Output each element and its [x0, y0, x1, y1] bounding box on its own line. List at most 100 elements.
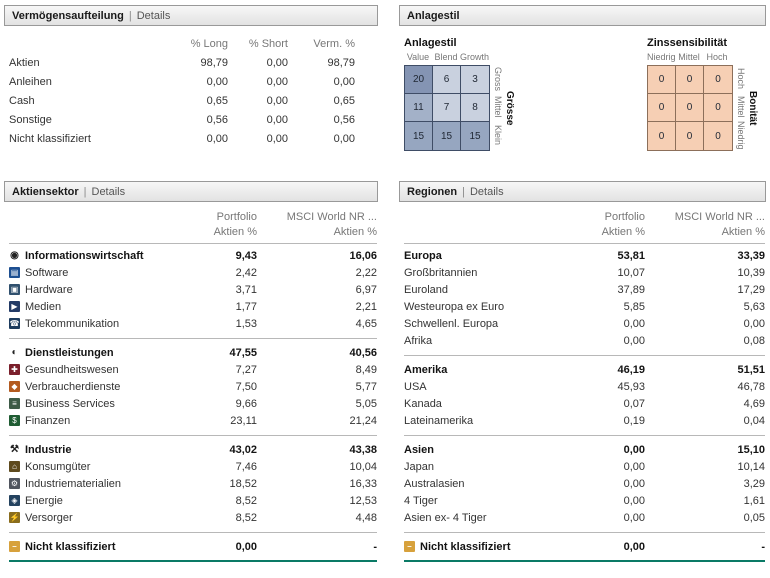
equity-sectors-panel: Aktiensektor | Details Portfolio MSCI Wor… [4, 181, 378, 562]
region-group-row: Asien 0,00 15,10 [404, 441, 765, 458]
sector-value: 7,46 [235, 460, 257, 473]
allocation-asset-label: Anleihen [9, 75, 52, 88]
sector-group-row: ⚒ Industrie 43,02 43,38 [9, 441, 377, 458]
style-box-cell: 3 [461, 66, 489, 94]
style-boxes-area: Anlagestil Value Blend Growth 20 6 3 11 7 8 15 15 15… [399, 26, 766, 151]
region-value: 0,00 [743, 317, 765, 330]
allocation-value: 0,00 [266, 94, 288, 107]
allocation-value: 0,00 [333, 75, 355, 88]
sector-row-label: Energie [25, 494, 63, 507]
sector-value: 2,22 [355, 266, 377, 279]
sector-column-header: Portfolio [216, 210, 257, 223]
equity-sectors-title: Aktiensektor [12, 185, 79, 198]
asset-allocation-table: % Long % Short Verm. % Aktien 98,79 0,00 98,79… [4, 26, 378, 148]
table-bottom-accent [404, 560, 765, 562]
region-row: 4 Tiger 0,00 1,61 [404, 492, 765, 509]
investment-style-title: Anlagestil [407, 9, 460, 22]
style-box-grid: 20 6 3 11 7 8 15 15 15 [404, 65, 490, 151]
style-box-cell: 0 [648, 94, 676, 122]
regions-details-link[interactable]: Details [469, 185, 504, 198]
style-box-body: 0 0 0 0 0 0 0 0 0 Hoch Mittel Niedrig Bonität [647, 65, 758, 151]
allocation-value: 98,79 [200, 56, 228, 69]
sector-row: ▤ Software 2,42 2,22 [9, 264, 377, 281]
asset-allocation-details-link[interactable]: Details [136, 9, 171, 22]
region-value: 37,89 [617, 283, 645, 296]
style-box-cell: 6 [433, 66, 461, 94]
region-value: 0,00 [623, 540, 645, 553]
allocation-column-header: % Long [190, 38, 228, 50]
style-box-row-labels: Hoch Mittel Niedrig [736, 65, 746, 151]
region-row-label: Großbritannien [404, 266, 478, 279]
region-value: 0,05 [743, 511, 765, 524]
allocation-row: Sonstige 0,56 0,00 0,56 [9, 110, 355, 129]
region-group-label: Nicht klassifiziert [420, 540, 511, 553]
region-subheader-row: Aktien % Aktien % [404, 224, 765, 239]
information-economy-sector-icon: ◉ [10, 250, 19, 261]
sector-row-label: Business Services [25, 397, 115, 410]
group-divider [9, 435, 377, 436]
region-value: 3,29 [743, 477, 765, 490]
sector-row-label: Versorger [25, 511, 73, 524]
sector-column-header: MSCI World NR ... [286, 210, 377, 223]
sector-row-label: Verbraucherdienste [25, 380, 121, 393]
style-box-axis-title: Bonität [747, 90, 758, 126]
equity-sectors-details-link[interactable]: Details [91, 185, 126, 198]
allocation-asset-label: Cash [9, 94, 35, 107]
allocation-column-header: Verm. % [313, 38, 355, 50]
hardware-icon: ▣ [9, 284, 20, 295]
allocation-value: 0,65 [206, 94, 228, 107]
software-icon: ▤ [9, 267, 20, 278]
allocation-value: 0,00 [333, 132, 355, 145]
sector-value: 47,55 [229, 346, 257, 359]
sector-value: 5,05 [355, 397, 377, 410]
region-row-label: Westeuropa ex Euro [404, 300, 505, 313]
equity-sectors-table: Portfolio MSCI World NR ... Aktien % Aktien… [4, 202, 378, 562]
style-box-column-label: Blend [434, 52, 458, 62]
sector-row: ≡ Business Services 9,66 5,05 [9, 395, 377, 412]
style-box-body: 20 6 3 11 7 8 15 15 15 Gross Mittel Klein Grösse [404, 65, 515, 151]
utilities-icon: ⚡ [9, 512, 20, 523]
allocation-value: 0,00 [266, 113, 288, 126]
region-row-label: Lateinamerika [404, 414, 474, 427]
region-column-header: MSCI World NR ... [674, 210, 765, 223]
region-value: 5,63 [743, 300, 765, 313]
allocation-asset-label: Aktien [9, 56, 40, 69]
region-value: 0,00 [623, 317, 645, 330]
energy-icon: ◈ [9, 495, 20, 506]
region-row-label: Australasien [404, 477, 465, 490]
region-value: 4,69 [743, 397, 765, 410]
sector-row: ⚡ Versorger 8,52 4,48 [9, 509, 377, 526]
allocation-value: 0,65 [333, 94, 355, 107]
region-row: USA 45,93 46,78 [404, 378, 765, 395]
sector-row-label: Industriematerialien [25, 477, 121, 490]
region-column-header: Aktien % [601, 225, 645, 238]
style-box-cell: 7 [433, 94, 461, 122]
telecom-icon: ☎ [9, 318, 20, 329]
allocation-row: Anleihen 0,00 0,00 0,00 [9, 72, 355, 91]
style-box-cell: 15 [461, 122, 489, 150]
region-row: Westeuropa ex Euro 5,85 5,63 [404, 298, 765, 315]
style-box-column-label: Hoch [706, 52, 728, 62]
media-icon: ▶ [9, 301, 20, 312]
consumer-services-icon: ◆ [9, 381, 20, 392]
region-group-label: Asien [404, 443, 434, 456]
region-value: 1,61 [743, 494, 765, 507]
allocation-value: 0,00 [266, 75, 288, 88]
style-box-column-labels: Niedrig Mittel Hoch [647, 52, 758, 62]
sector-value: 16,06 [349, 249, 377, 262]
allocation-value: 0,00 [266, 56, 288, 69]
title-separator: | [462, 185, 465, 198]
region-value: 46,78 [737, 380, 765, 393]
region-row: Asien ex- 4 Tiger 0,00 0,05 [404, 509, 765, 526]
allocation-column-header-row: % Long % Short Verm. % [9, 35, 355, 53]
sector-value: 0,00 [235, 540, 257, 553]
sector-value: 9,43 [235, 249, 257, 262]
sector-group-row: ◉ Informationswirtschaft 9,43 16,06 [9, 247, 377, 264]
allocation-row: Aktien 98,79 0,00 98,79 [9, 53, 355, 72]
investment-style-header: Anlagestil [399, 5, 766, 26]
right-column: Anlagestil Anlagestil Value Blend Growth 20 6… [399, 5, 766, 562]
style-box-cell: 0 [704, 94, 732, 122]
style-box-cell: 0 [704, 122, 732, 150]
style-box-row-label: Hoch [736, 68, 746, 90]
